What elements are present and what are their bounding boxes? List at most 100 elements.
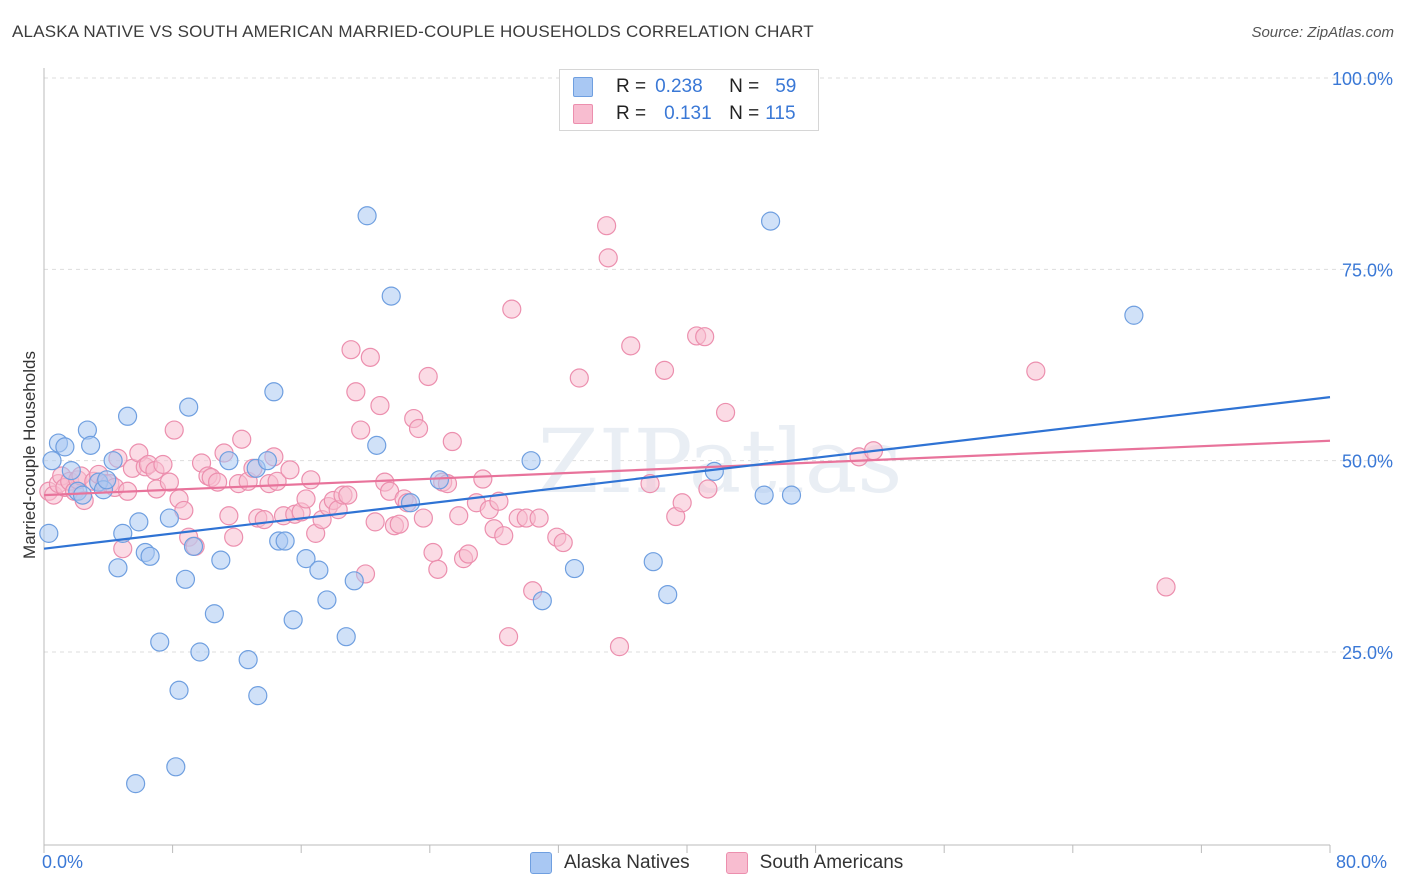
alaska-native-point	[39, 523, 59, 543]
legend-label-south: South Americans	[759, 852, 904, 873]
legend-swatch-blue	[573, 77, 593, 97]
alaska-native-point	[219, 451, 239, 471]
south-american-point	[423, 542, 443, 563]
legend-item-south-americans[interactable]: South Americans	[725, 852, 904, 874]
south-american-point	[598, 248, 618, 268]
south-american-point	[296, 489, 316, 509]
south-american-point	[529, 508, 549, 528]
alaska-native-point	[204, 604, 224, 624]
legend-swatch-pink	[573, 104, 593, 124]
n-value: 59	[775, 76, 797, 97]
alaska-native-point	[283, 610, 303, 630]
south-american-point	[428, 559, 448, 579]
alaska-native-point	[429, 470, 450, 490]
x-tick-label-min: 0.0%	[42, 852, 84, 872]
alaska-native-point	[381, 286, 401, 306]
south-american-point	[408, 418, 429, 439]
alaska-native-point	[344, 571, 364, 591]
legend-item-alaska-natives[interactable]: Alaska Natives	[530, 852, 690, 874]
n-label: N =	[729, 103, 760, 124]
alaska-native-point	[97, 470, 117, 490]
alaska-native-point	[175, 569, 196, 589]
south-american-point	[159, 472, 179, 492]
south-american-point	[338, 485, 358, 505]
y-tick-label: 50.0%	[1342, 452, 1393, 472]
alaska-native-point	[754, 485, 774, 505]
south-american-point	[360, 347, 380, 367]
alaska-native-point	[72, 485, 93, 505]
stats-row-alaska: R = 0.238 N = 59	[573, 74, 797, 100]
south-american-point	[219, 506, 239, 526]
stats-legend: R = 0.238 N = 59 R = 0.131 N = 115	[559, 69, 819, 131]
alaska-native-point	[564, 558, 585, 579]
south-american-point	[389, 514, 409, 534]
south-american-point	[224, 527, 244, 547]
alaska-native-point	[150, 632, 170, 652]
south-american-point	[640, 474, 660, 494]
alaska-native-point	[257, 451, 278, 471]
south-american-point	[553, 532, 573, 553]
legend-label-alaska: Alaska Natives	[564, 852, 690, 873]
south-american-point	[473, 469, 493, 489]
alaska-native-point	[190, 642, 210, 662]
alaska-native-point	[521, 451, 541, 471]
n-label: N =	[729, 76, 760, 97]
y-axis-label: Married-couple Households	[20, 351, 39, 559]
legend-swatch-alaska	[530, 852, 552, 874]
r-label: R =	[616, 76, 647, 97]
n-value: 115	[765, 103, 796, 124]
alaska-native-point	[400, 493, 421, 513]
south-american-point	[341, 340, 361, 360]
south-american-point	[449, 506, 469, 526]
r-value: 0.238	[655, 76, 703, 97]
y-tick-label: 75.0%	[1342, 260, 1393, 280]
south-american-trendline	[43, 439, 1331, 497]
alaska-native-point	[103, 451, 123, 471]
alaska-native-point	[159, 508, 179, 528]
chart-title: ALASKA NATIVE VS SOUTH AMERICAN MARRIED-…	[12, 22, 814, 41]
south-american-point	[494, 526, 514, 546]
alaska-native-point	[108, 558, 128, 578]
south-american-point	[597, 216, 617, 236]
alaska-native-point	[275, 531, 295, 551]
south-american-point	[502, 299, 522, 319]
south-american-point	[489, 491, 509, 511]
south-american-point	[609, 637, 630, 657]
alaska-native-point	[336, 627, 356, 647]
alaska-native-point	[309, 560, 329, 580]
alaska-native-point	[211, 550, 231, 570]
alaska-native-point	[126, 774, 146, 794]
south-american-point	[280, 460, 300, 480]
south-american-point	[695, 327, 715, 347]
alaska-native-point	[296, 549, 316, 569]
alaska-native-point	[117, 406, 138, 426]
south-american-point	[254, 509, 274, 530]
south-american-point	[569, 368, 589, 388]
south-american-point	[1026, 361, 1046, 381]
alaska-native-point	[248, 686, 268, 706]
alaska-native-point	[532, 591, 552, 611]
alaska-native-point	[140, 546, 160, 566]
south-american-point	[654, 360, 675, 380]
x-tick-label-max: 80.0%	[1336, 852, 1388, 872]
south-american-point	[153, 454, 173, 475]
south-american-point	[1156, 577, 1176, 597]
south-american-point	[698, 479, 718, 499]
alaska-native-point	[166, 757, 186, 777]
legend-swatch-south	[725, 852, 748, 874]
alaska-native-point	[81, 435, 101, 455]
stats-row-south-american: R = 0.131 N = 115	[573, 101, 796, 127]
r-label: R =	[616, 103, 647, 124]
alaska-native-point	[1124, 305, 1144, 325]
alaska-native-point	[760, 211, 781, 231]
south-american-point	[232, 429, 252, 449]
south-american-point	[418, 366, 438, 387]
south-american-point	[370, 395, 390, 416]
alaska-native-point	[61, 461, 81, 481]
south-american-point	[672, 493, 692, 513]
alaska-native-point	[169, 680, 189, 700]
south-american-point	[715, 402, 736, 423]
south-american-point	[164, 420, 184, 440]
south-american-point	[498, 627, 519, 647]
